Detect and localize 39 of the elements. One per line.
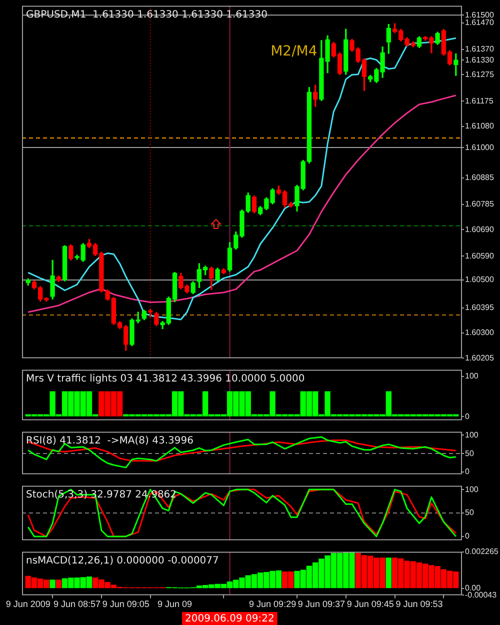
y-tick-label: 0: [465, 532, 470, 541]
x-tick-label: 9 Jun 09:05: [102, 599, 150, 610]
y-tick-label: 1.60395: [465, 303, 494, 312]
y-tick-label: 1.61275: [465, 70, 494, 79]
y-tick-label: 1.60300: [465, 328, 494, 338]
y-tick-label: 1.60785: [465, 200, 494, 209]
text: 2009.06.09 09:22: [185, 614, 274, 625]
y-tick-label: 1.61080: [465, 122, 494, 131]
x-tick-label: 9 Jun 09:53: [396, 599, 443, 610]
y-tick-label: 50: [465, 508, 474, 518]
x-tick-label: 9 Jun 09:29: [249, 599, 296, 610]
y-tick-label: 100: [465, 430, 479, 440]
x-tick-label: 9 Jun 09: [158, 599, 192, 610]
y-tick-label: -0.00043: [465, 590, 498, 600]
y-tick-label: 0.002265: [465, 547, 499, 556]
x-tick-label: 9 Jun 09:45: [346, 599, 394, 610]
y-tick-label: 0.00: [465, 583, 482, 592]
y-tick-label: 1.60205: [465, 353, 494, 362]
y-tick-label: 1.60500: [465, 275, 494, 284]
chart-title: RSI(8) 41.3812 ->MA(8) 43.3996: [26, 435, 194, 446]
y-tick-label: 100: [465, 484, 479, 494]
y-tick-label: 1.61370: [465, 44, 494, 54]
y-tick-label: 1.61500: [465, 10, 494, 20]
y-tick-label: 0: [465, 412, 470, 421]
x-tick-label: 9 Jun 09:37: [298, 599, 345, 610]
y-tick-label: 1.60885: [465, 173, 494, 182]
y-tick-label: 1.60590: [465, 251, 494, 260]
y-tick-label: 1.61000: [465, 142, 494, 152]
x-tick-label: 9 Jun 08:57: [53, 599, 101, 610]
x-tick-label: 9 Jun 2009: [6, 599, 50, 610]
y-tick-label: 50: [465, 448, 474, 458]
chart-title: nsMACD(12,26,1) 0.000000 -0.000077: [26, 555, 219, 566]
annotation: M2/M4: [270, 43, 318, 60]
y-tick-label: 1.61470: [465, 18, 494, 28]
y-tick-label: 1.61330: [465, 55, 494, 64]
y-tick-label: 0: [465, 467, 470, 476]
y-tick-label: 1.61175: [465, 96, 494, 106]
y-tick-label: 100: [465, 371, 479, 380]
y-tick-label: 1.60690: [465, 224, 494, 234]
